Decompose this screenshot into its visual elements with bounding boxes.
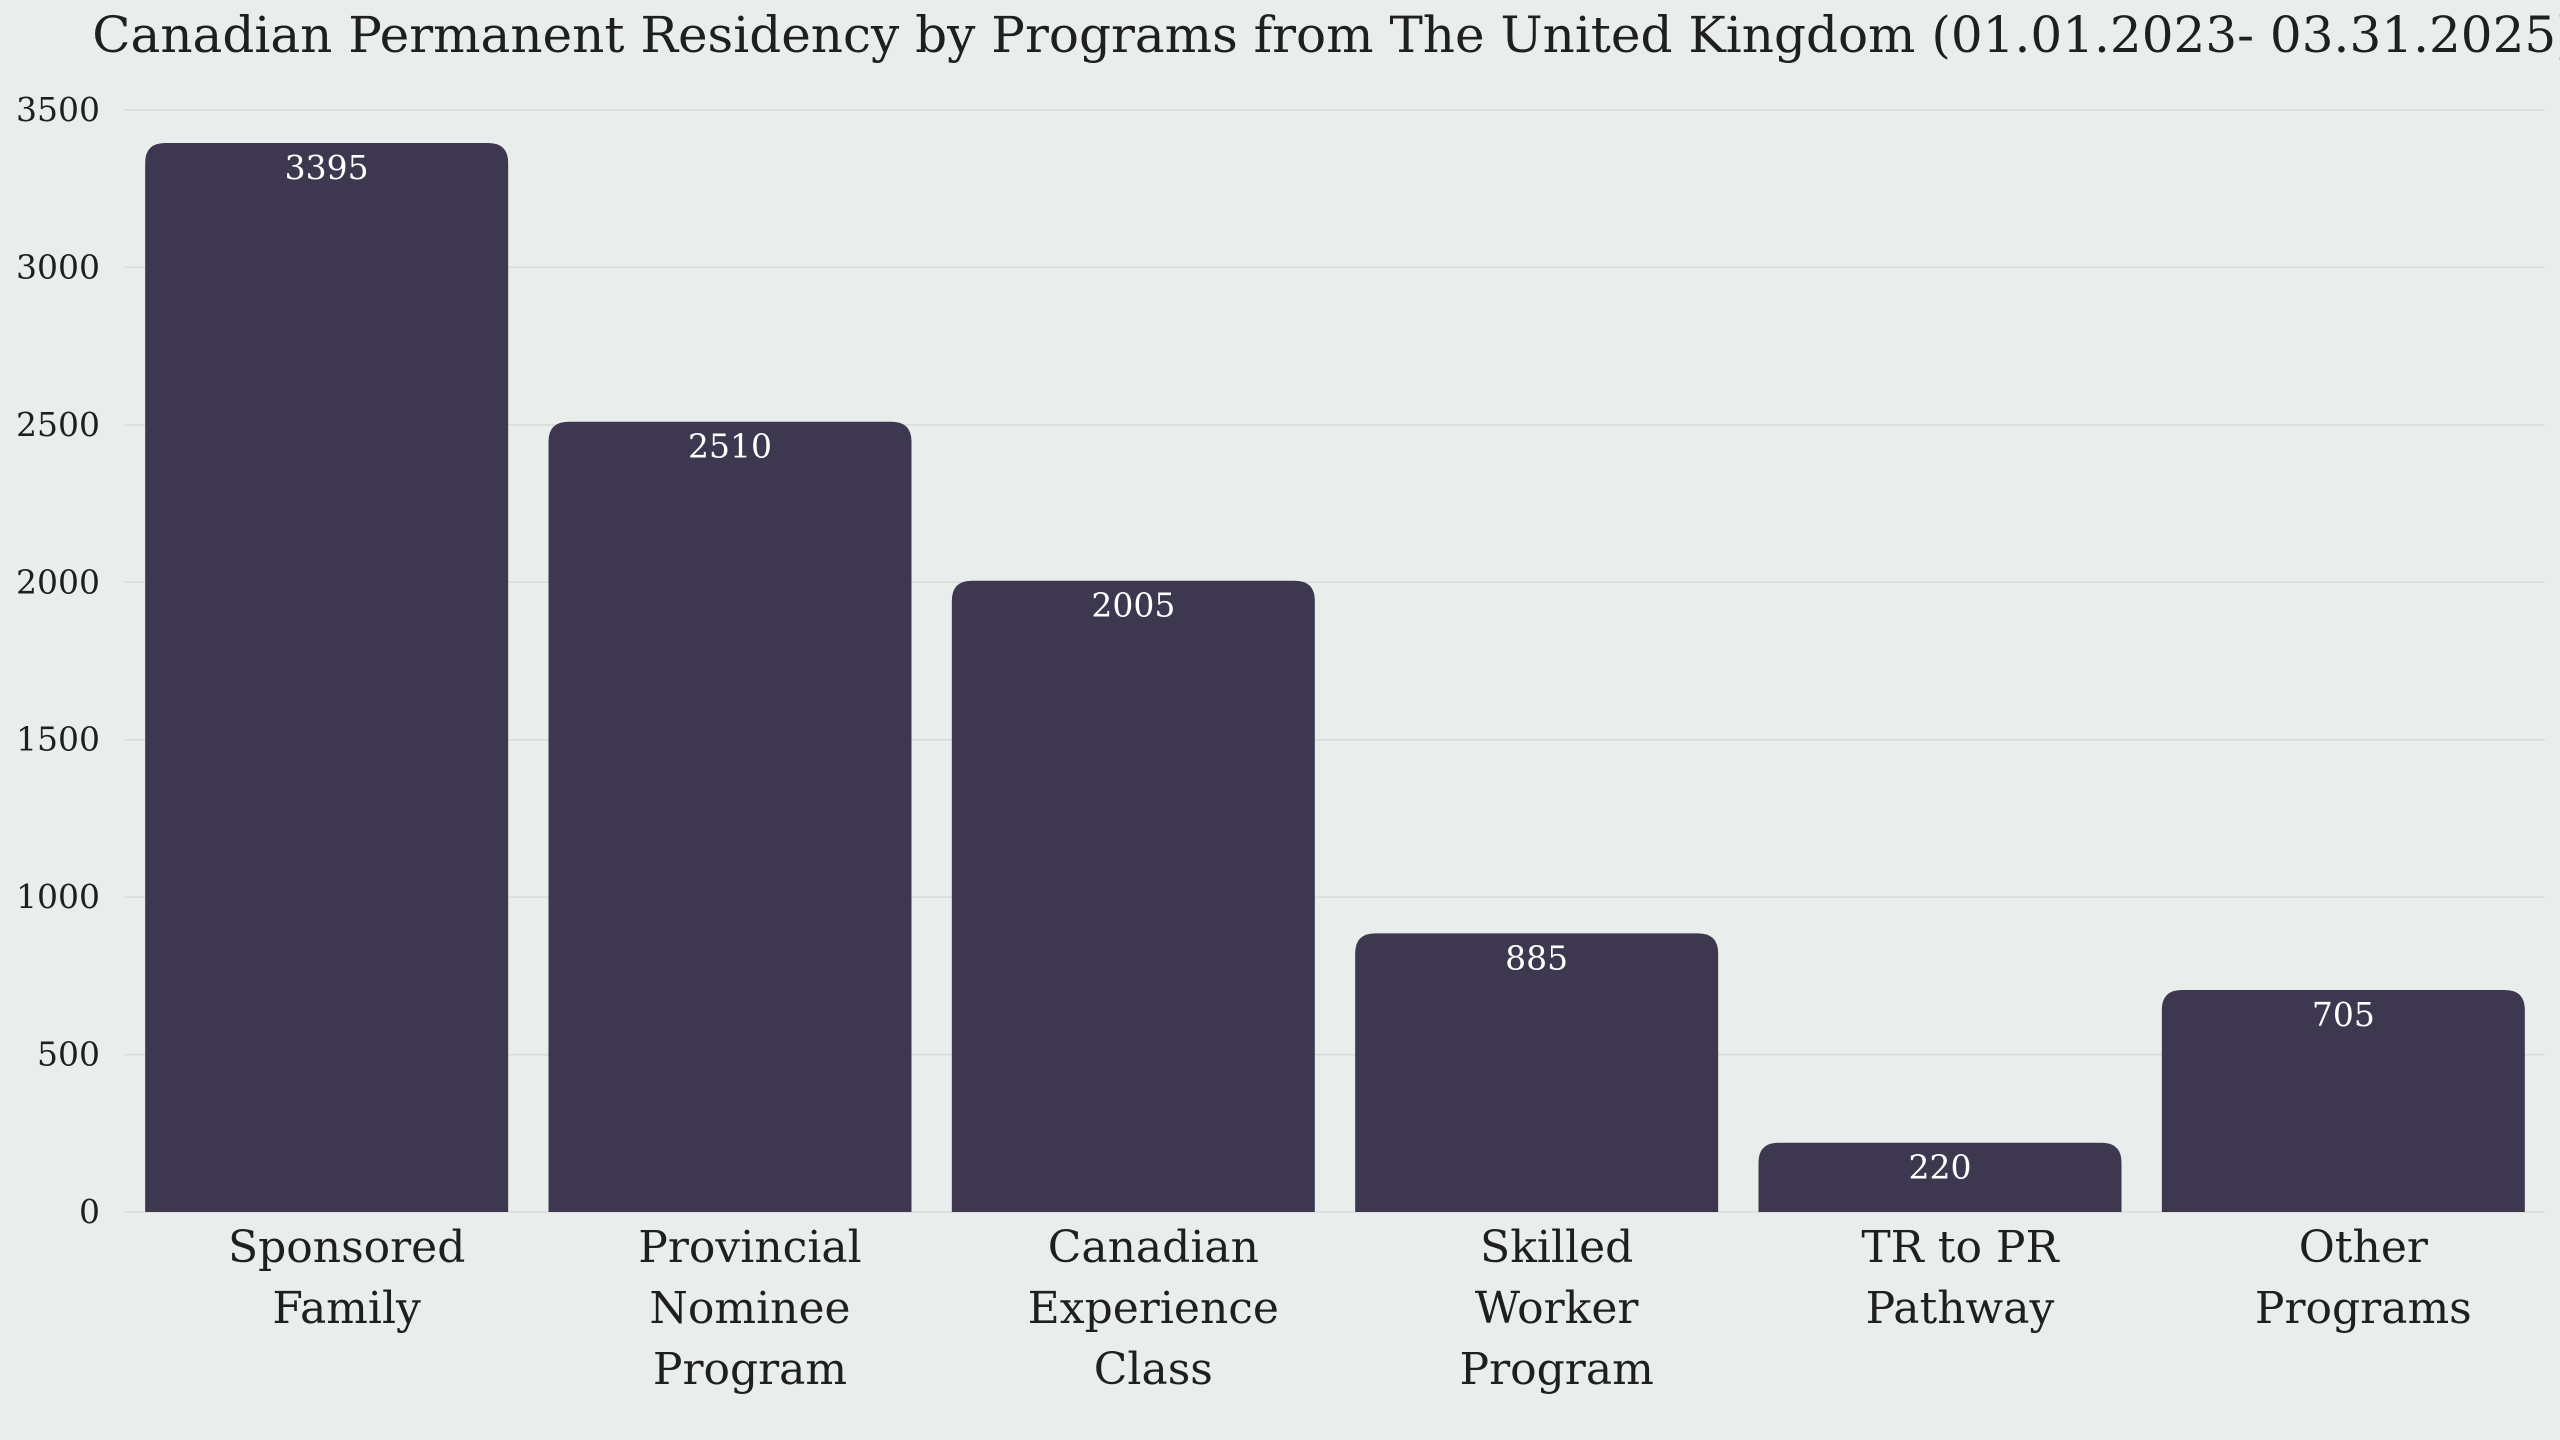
x-tick-label: Skilled Worker Program [1460,1222,1654,1395]
data-label: 3395 [285,148,369,187]
chart-title: Canadian Permanent Residency by Programs… [92,6,2560,64]
x-tick-label-line: Worker [1475,1283,1639,1334]
bar [548,421,912,1212]
y-axis: 0 500 1000 1500 2000 2500 3000 3500 [16,90,100,1231]
bar [2161,990,2525,1212]
bar [1758,1142,2122,1212]
y-tick-label: 0 [79,1192,100,1231]
x-tick-label-line: Program [653,1344,847,1395]
x-tick-label-line: Other [2299,1222,2429,1273]
data-label: 705 [2312,995,2375,1034]
data-label: 220 [1909,1148,1972,1187]
y-tick-label: 1000 [16,877,100,916]
x-tick-label-line: Family [272,1283,421,1334]
bar [1355,933,1719,1212]
x-tick-label-line: Experience [1028,1283,1279,1334]
y-tick-label: 1500 [16,720,100,759]
y-tick-label: 500 [37,1035,100,1074]
x-tick-label: Canadian Experience Class [1028,1222,1279,1395]
y-tick-label: 2000 [16,562,100,601]
x-tick-label: TR to PR Pathway [1861,1222,2060,1334]
bar [145,143,509,1212]
data-label: 2005 [1091,586,1175,625]
x-tick-label: Other Programs [2255,1222,2472,1334]
x-tick-label-line: Canadian [1048,1222,1259,1273]
y-tick-label: 2500 [16,405,100,444]
y-tick-label: 3000 [16,247,100,286]
x-axis: Sponsored Family Provincial Nominee Program C… [228,1222,2472,1395]
bars [145,143,2525,1212]
x-tick-label-line: Provincial [638,1222,861,1273]
data-label: 885 [1505,938,1568,977]
x-tick-label-line: Program [1460,1344,1654,1395]
x-tick-label-line: Programs [2255,1283,2472,1334]
data-labels: 3395 2510 2005 885 220 705 [285,148,2375,1187]
x-tick-label-line: Pathway [1866,1283,2055,1334]
grid-lines [125,109,2545,1213]
bar [951,580,1315,1212]
x-tick-label: Sponsored Family [228,1222,465,1334]
data-label: 2510 [688,427,772,466]
x-tick-label: Provincial Nominee Program [638,1222,861,1395]
x-tick-label-line: Class [1094,1344,1213,1395]
y-tick-label: 3500 [16,90,100,129]
x-tick-label-line: TR to PR [1861,1222,2060,1273]
x-tick-label-line: Skilled [1480,1222,1633,1273]
x-tick-label-line: Sponsored [228,1222,465,1273]
x-tick-label-line: Nominee [649,1283,850,1334]
